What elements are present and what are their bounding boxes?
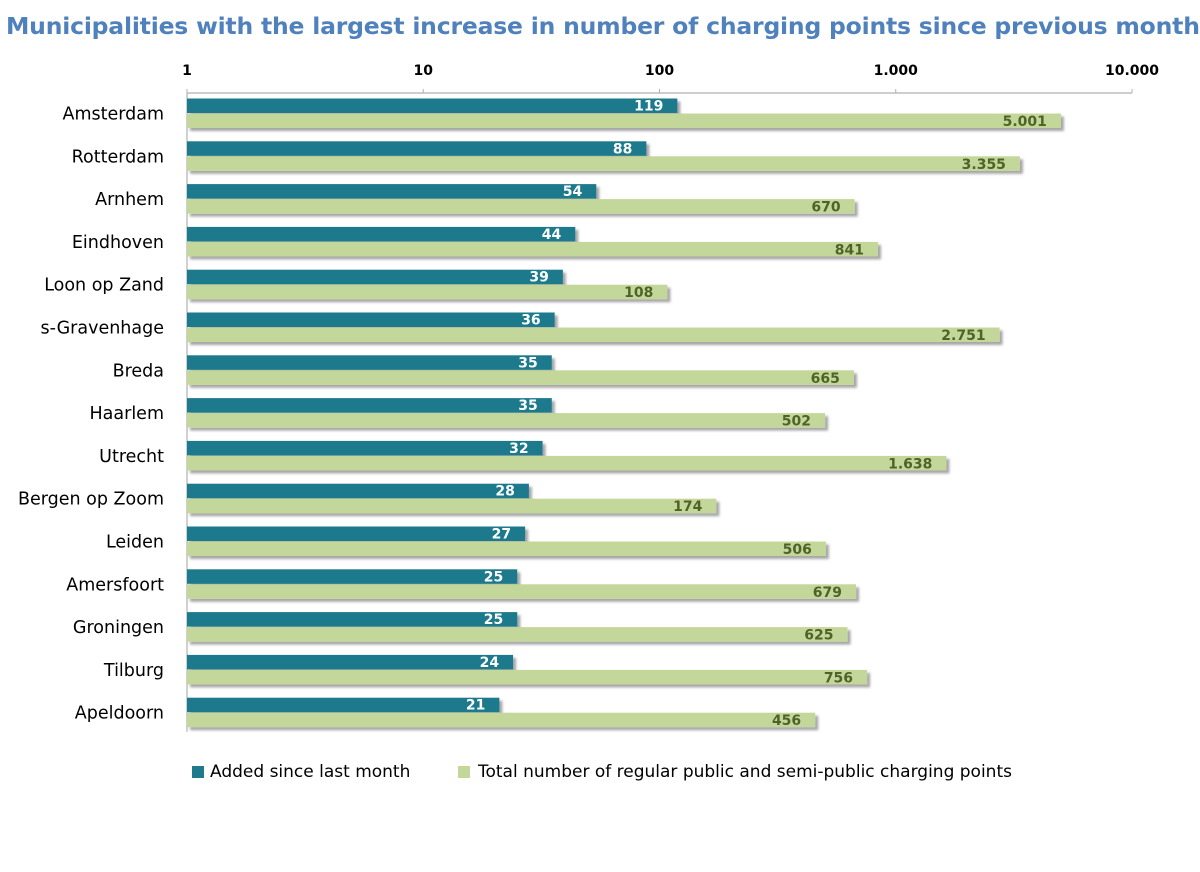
x-tick-label: 100	[645, 63, 674, 79]
bar-added	[187, 398, 552, 413]
legend: Added since last month Total number of re…	[192, 762, 1012, 782]
data-label-added: 35	[518, 398, 537, 414]
chart-title: Municipalities with the largest increase…	[6, 12, 1200, 40]
bar-total	[187, 669, 868, 685]
data-label-total: 3.355	[962, 157, 1006, 173]
category-label: Tilburg	[103, 661, 164, 681]
legend-swatch-total	[458, 766, 470, 778]
category-labels: Amsterdam Rotterdam Arnhem Eindhoven Loon op…	[18, 105, 164, 724]
bar-total	[187, 584, 857, 599]
category-label: Loon op Zand	[44, 276, 164, 296]
category-label: Groningen	[73, 618, 164, 638]
chart-title-text: Municipalities with the largest increase…	[6, 12, 1200, 40]
category-label: Arnhem	[95, 190, 164, 210]
data-label-added: 119	[634, 99, 663, 115]
data-label-added: 27	[492, 527, 511, 543]
category-label: Rotterdam	[72, 147, 164, 167]
bar-total	[187, 327, 1000, 342]
category-label: Amersfoort	[66, 575, 164, 595]
bar-total	[187, 541, 826, 556]
data-label-total: 756	[824, 670, 853, 686]
category-label: Eindhoven	[72, 233, 164, 253]
data-label-added: 25	[484, 569, 503, 585]
category-label: s-Gravenhage	[41, 319, 164, 339]
category-label: Leiden	[106, 533, 164, 553]
category-label: Amsterdam	[62, 105, 164, 125]
data-label-added: 21	[466, 698, 485, 714]
bar-total	[187, 113, 1061, 128]
bar-added	[187, 226, 576, 242]
category-label: Haarlem	[90, 404, 164, 424]
data-label-total: 2.751	[941, 328, 985, 344]
category-label: Breda	[113, 361, 164, 381]
bar-added	[187, 612, 518, 627]
bar-total	[187, 199, 855, 214]
data-label-total: 456	[772, 713, 801, 729]
bar-total	[187, 370, 854, 385]
data-label-total: 665	[811, 371, 840, 387]
data-label-total: 1.638	[888, 456, 932, 472]
bar-total	[187, 156, 1020, 171]
bar-added	[187, 312, 555, 327]
x-tick-label: 10	[414, 63, 434, 79]
data-label-total: 670	[811, 200, 840, 216]
data-label-total: 108	[624, 285, 653, 301]
bar-added	[187, 697, 500, 713]
data-label-total: 506	[783, 542, 812, 558]
bar-added	[187, 569, 518, 584]
bars: 119 5.001 88 3.355 54 670 44 841 39 108 36 2.751 35 6…	[187, 98, 1061, 729]
bar-total	[187, 413, 826, 428]
x-tick-label: 1.000	[874, 63, 919, 79]
data-label-added: 44	[542, 227, 562, 243]
x-tick-label: 1	[182, 63, 192, 79]
data-label-added: 54	[563, 184, 583, 200]
bar-total	[187, 455, 947, 471]
bar-added	[187, 98, 678, 113]
bar-added	[187, 440, 543, 456]
data-label-added: 35	[518, 355, 537, 371]
bar-added	[187, 355, 552, 370]
bar-total	[187, 627, 848, 642]
bar-added	[187, 141, 647, 156]
category-label: Bergen op Zoom	[18, 490, 164, 510]
bar-added	[187, 526, 526, 541]
data-label-added: 24	[480, 655, 500, 671]
bar-added	[187, 654, 514, 670]
bar-total	[187, 241, 878, 257]
data-label-added: 39	[529, 270, 548, 286]
category-label: Utrecht	[99, 447, 164, 467]
data-label-total: 679	[813, 585, 842, 601]
bar-total	[187, 712, 816, 728]
data-label-total: 502	[782, 414, 811, 430]
category-label: Apeldoorn	[75, 704, 164, 724]
bar-total	[187, 284, 668, 300]
data-label-total: 841	[835, 242, 864, 258]
data-label-added: 25	[484, 612, 503, 628]
x-tick-label: 10.000	[1105, 63, 1159, 79]
data-label-added: 88	[613, 141, 632, 157]
data-label-added: 36	[521, 313, 540, 329]
legend-swatch-added	[192, 766, 204, 778]
bar-added	[187, 483, 529, 499]
bar-added	[187, 184, 597, 199]
data-label-added: 28	[495, 484, 514, 500]
data-label-added: 32	[509, 441, 528, 457]
data-label-total: 625	[804, 628, 833, 644]
data-label-total: 174	[673, 499, 702, 515]
legend-label-added: Added since last month	[210, 762, 410, 782]
legend-label-total: Total number of regular public and semi-…	[477, 762, 1012, 782]
data-label-total: 5.001	[1003, 114, 1047, 130]
bar-total	[187, 498, 717, 514]
bar-added	[187, 269, 563, 285]
